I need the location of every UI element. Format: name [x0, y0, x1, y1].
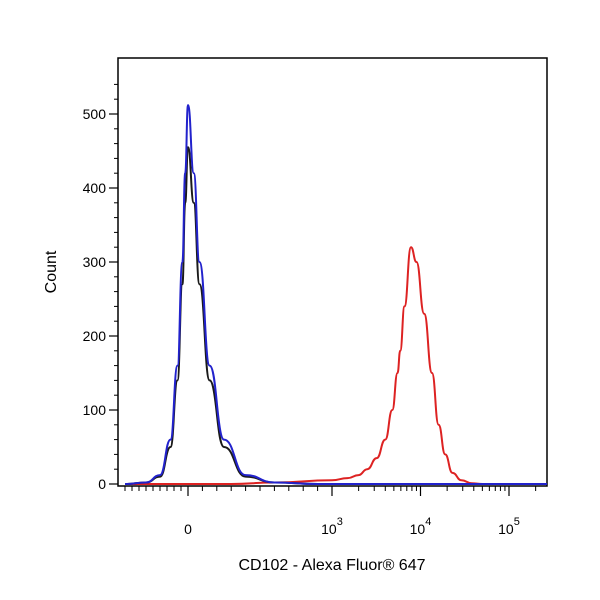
x-tick-label-100000: 105 [498, 516, 520, 537]
y-tick-label-400: 400 [83, 180, 107, 196]
y-axis-title: Count [43, 250, 60, 293]
y-tick-label-100: 100 [83, 402, 107, 418]
series-line-2 [124, 104, 547, 485]
y-axis-major-ticks: 0 100 200 300 400 500 [83, 106, 118, 492]
y-tick-label-0: 0 [98, 476, 106, 492]
y-axis-minor-ticks [114, 83, 118, 470]
y-tick-label-300: 300 [83, 254, 107, 270]
x-axis-major-ticks: 0 103 104 105 [184, 486, 520, 537]
x-tick-label-0: 0 [184, 521, 192, 537]
y-tick-label-500: 500 [83, 106, 107, 122]
x-tick-label-10000: 104 [410, 516, 432, 537]
y-tick-label-200: 200 [83, 328, 107, 344]
x-axis-minor-ticks [124, 486, 537, 491]
series-line-1 [124, 146, 547, 485]
x-axis-title: CD102 - Alexa Fluor® 647 [239, 557, 426, 574]
histogram-series [124, 104, 547, 485]
series-line-3 [124, 246, 547, 485]
x-tick-label-1000: 103 [321, 516, 343, 537]
